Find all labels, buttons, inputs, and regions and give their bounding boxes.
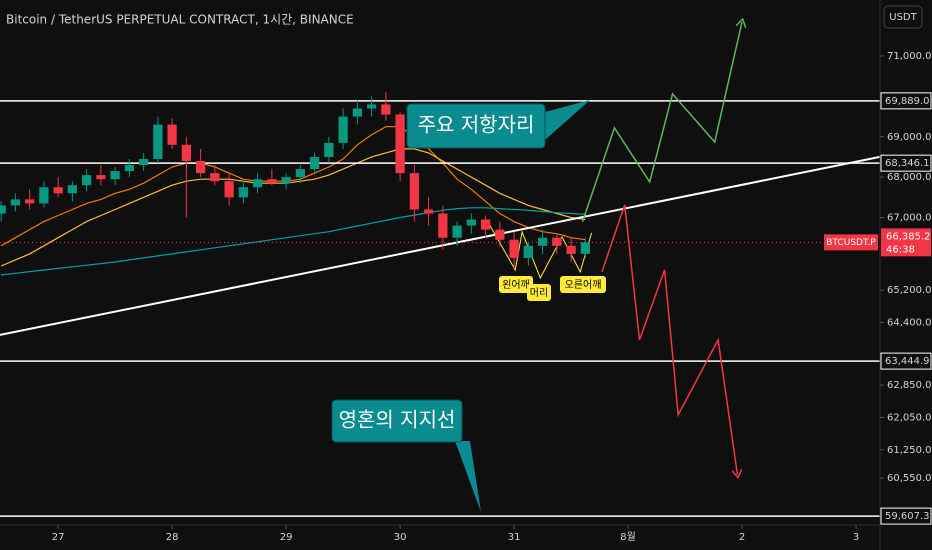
candle-body [423, 209, 434, 214]
overlay: 71,000.0 69,000.0 68,000.0 67,000.0 65,200.0… [52, 51, 932, 543]
candle-body [452, 225, 462, 238]
candle-body [366, 104, 377, 109]
y-tick-label: 60,550.0 [887, 473, 932, 484]
callout-pointer [455, 441, 481, 512]
callout-box [406, 103, 546, 149]
currency-button[interactable] [883, 5, 923, 29]
candle-body [381, 104, 391, 115]
candle-body [124, 165, 135, 172]
candle-body [580, 242, 590, 254]
projection [581, 22, 743, 223]
x-tick-label: 29 [280, 532, 293, 543]
candle-body [552, 237, 562, 246]
callout-text: 주요 저항자리 [418, 113, 535, 137]
chart-title: Bitcoin / TetherUS PERPETUAL CONTRACT, 1… [6, 13, 354, 27]
level-label: 69,889.0 [885, 96, 930, 107]
y-tick-label: 67,000.0 [887, 213, 932, 224]
candle-body [210, 173, 220, 182]
x-tick-label: 30 [394, 532, 407, 543]
y-tick-label: 62,850.0 [887, 380, 932, 391]
level-label: 63,444.9 [885, 356, 930, 367]
y-tick-label: 71,000.0 [887, 51, 932, 62]
candle-body [25, 199, 35, 204]
candle-body [267, 179, 277, 184]
level-label-box [880, 507, 932, 525]
candle-body [110, 171, 120, 180]
x-tick-label: 8월 [620, 531, 636, 543]
x-tick-label: 27 [52, 532, 65, 543]
level-label: 68,346.1 [885, 158, 930, 169]
pattern-line [487, 221, 593, 280]
candle-body [509, 239, 519, 258]
callout-pointer [545, 100, 590, 140]
last-price-box [881, 228, 931, 257]
candle-body [10, 199, 21, 206]
candle-body [82, 175, 92, 186]
candle-body [195, 160, 206, 174]
candle-body [324, 142, 334, 157]
candle-body [338, 116, 348, 143]
candle-body [480, 219, 491, 230]
candle-body [181, 144, 192, 161]
candle-body [309, 156, 320, 170]
candle-body [224, 181, 234, 198]
callout-text: 영혼의 지지선 [339, 408, 456, 432]
candle-body [238, 187, 248, 198]
candle-body [523, 245, 533, 258]
candle-body [295, 169, 305, 178]
plot-area [0, 22, 881, 517]
candle-body [167, 124, 177, 145]
candle-body [53, 187, 63, 194]
y-tick-label: 64,400.0 [887, 318, 932, 329]
candle-body [395, 114, 405, 174]
candle-body [409, 173, 419, 210]
x-tick-label: 31 [508, 532, 521, 543]
candle-body [0, 205, 6, 214]
candle-body [495, 229, 505, 240]
level-label-box [880, 352, 932, 370]
y-tick-label: 61,250.0 [887, 445, 932, 456]
callout-box [331, 399, 463, 443]
moving-average [0, 126, 586, 247]
pattern-label: 머리 [530, 287, 548, 299]
candle-body [537, 237, 548, 246]
candle-body [67, 185, 78, 194]
pattern-label-box [560, 276, 606, 293]
moving-average [1, 207, 586, 276]
candle-body [96, 175, 106, 180]
candle-body [438, 213, 448, 238]
level-label-box [880, 154, 932, 172]
y-tick-label: 62,050.0 [887, 412, 932, 423]
moving-average [0, 148, 586, 267]
candle-body [281, 177, 291, 184]
x-tick-label: 2 [739, 532, 745, 543]
pattern-label: 왼어깨 [502, 279, 530, 291]
level-label: 59,607.3 [885, 511, 930, 522]
candle-body [466, 219, 476, 226]
x-tick-label: 3 [853, 532, 859, 543]
projection [601, 204, 738, 475]
candle-body [352, 108, 362, 117]
pattern-label-box [527, 284, 551, 301]
pattern-label-box [499, 276, 533, 293]
symbol-label: BTCUSDT.P [826, 238, 876, 248]
x-tick-label: 28 [166, 532, 179, 543]
candle-body [39, 187, 49, 204]
candle-body [566, 245, 576, 254]
pattern-label: 오른어깨 [565, 279, 602, 291]
level-label-box [880, 92, 932, 110]
symbol-label-box [824, 234, 878, 251]
countdown-label: 46:38 [886, 244, 915, 255]
last-price-label: 66,385.2 [886, 231, 931, 242]
y-tick-label: 69,000.0 [887, 132, 932, 143]
candle-body [138, 158, 149, 166]
trendline [0, 155, 881, 336]
candle-body [252, 179, 263, 188]
candle-body [153, 124, 163, 159]
y-tick-label: 65,200.0 [887, 285, 932, 296]
y-tick-label: 68,000.0 [887, 172, 932, 183]
currency-label: USDT [889, 12, 917, 23]
